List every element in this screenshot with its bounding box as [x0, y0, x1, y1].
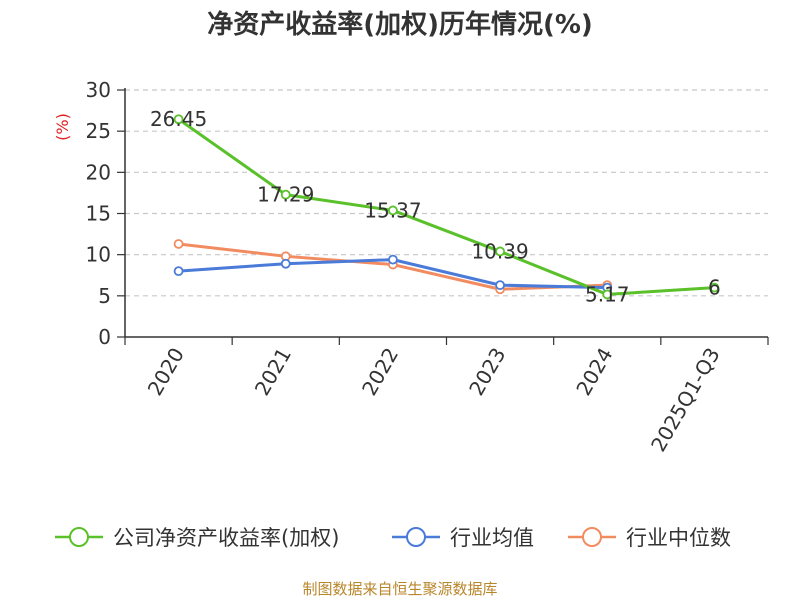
- legend-marker: [406, 527, 426, 547]
- data-label: 17.29: [257, 183, 314, 207]
- y-tick-label: 20: [86, 160, 111, 184]
- data-point: [709, 282, 720, 293]
- x-tick-label: 2022: [357, 344, 403, 400]
- y-tick-label: 5: [98, 284, 111, 308]
- x-tick-label: 2023: [464, 344, 510, 400]
- data-label: 5.17: [585, 282, 630, 306]
- data-point: [602, 289, 613, 300]
- legend-marker: [582, 527, 602, 547]
- x-tick-label: 2021: [250, 344, 296, 400]
- data-label: 10.39: [471, 239, 528, 263]
- legend-item: 行业均值: [392, 526, 534, 550]
- legend-label: 行业中位数: [626, 526, 731, 550]
- series-line: [177, 118, 715, 296]
- y-axis-label: (%): [53, 113, 72, 141]
- legend-item: 行业中位数: [568, 526, 731, 550]
- data-point: [173, 114, 184, 125]
- data-point: [280, 189, 291, 200]
- axis-layer: 0 5 10 15 20 25 30 (%) 2020 2021 2022 2023 2024 2025Q…: [53, 78, 769, 456]
- legend-marker: [69, 527, 89, 547]
- legend-label: 公司净资产收益率(加权): [113, 526, 339, 550]
- data-label: 6: [708, 276, 721, 300]
- y-tick-label: 10: [86, 243, 111, 267]
- data-point: [280, 258, 291, 269]
- y-tick-label: 30: [86, 78, 111, 102]
- grid-layer: [125, 89, 768, 297]
- data-point: [388, 205, 398, 216]
- x-tick-label: 2020: [143, 344, 189, 400]
- y-tick-label: 0: [98, 325, 111, 349]
- y-tick-label: 15: [86, 202, 111, 226]
- data-point: [495, 280, 505, 291]
- data-label-layer: 26.45 17.29 15.37 10.39 5.17 6: [150, 107, 721, 306]
- x-tick-label: 2024: [571, 344, 617, 400]
- y-tick-label: 25: [86, 119, 111, 143]
- data-point: [388, 254, 398, 265]
- x-tick-label: 2025Q1-Q3: [646, 344, 725, 456]
- data-point: [495, 246, 505, 257]
- legend-item: 公司净资产收益率(加权): [55, 526, 339, 550]
- chart-title: 净资产收益率(加权)历年情况(%): [207, 10, 593, 40]
- data-label: 26.45: [150, 107, 207, 131]
- series-layer: [173, 114, 720, 300]
- data-point: [173, 239, 184, 249]
- data-source-note: 制图数据来自恒生聚源数据库: [302, 580, 498, 598]
- data-label: 15.37: [364, 198, 421, 222]
- data-point: [173, 266, 184, 277]
- legend-label: 行业均值: [450, 526, 534, 550]
- legend: 公司净资产收益率(加权) 行业均值 行业中位数: [55, 526, 731, 550]
